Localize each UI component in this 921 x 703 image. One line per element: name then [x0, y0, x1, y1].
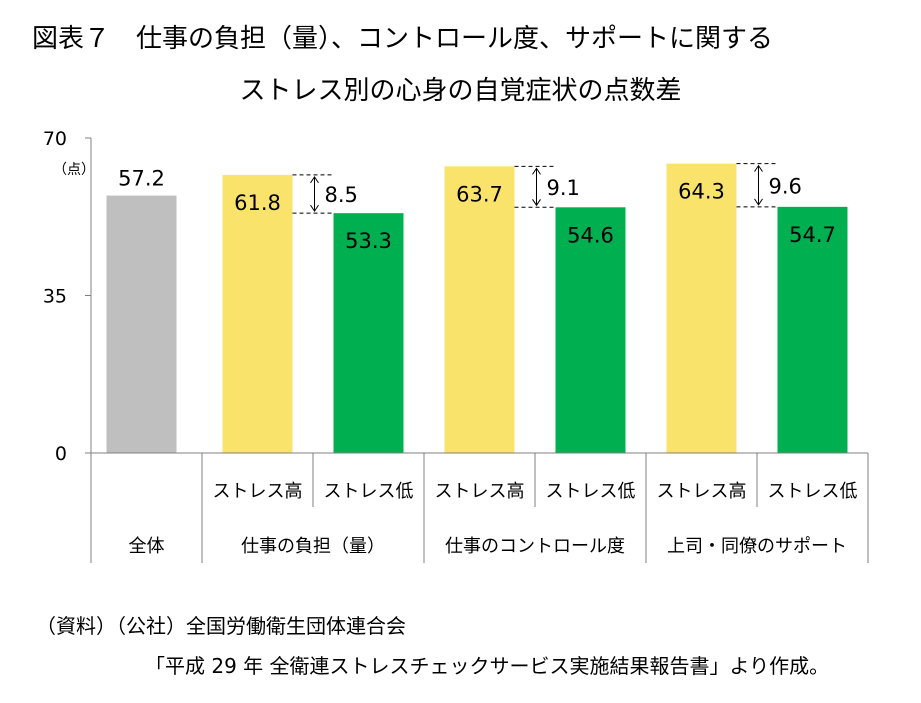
difference-arrowhead-down: [754, 198, 763, 206]
source-line2: 「平成 29 年 全衛連ストレスチェックサービス実施結果報告書」より作成。: [145, 654, 830, 678]
bar-chart: 0 35 70 （点） 57.2 61.8 53.3 63.7 54.6 64.3 54.7 ストレス…: [43, 128, 869, 563]
chart-title-line2: ストレス別の心身の自覚症状の点数差: [239, 76, 682, 106]
x-subcategory-label: ストレス高: [435, 481, 525, 502]
difference-arrowhead-up: [532, 167, 541, 175]
bar: [222, 174, 293, 453]
x-subcategory-label: ストレス低: [546, 481, 636, 502]
x-group-label: 全体: [129, 536, 165, 557]
source-line1: （資料）（公社）全国労働衛生団体連合会: [36, 614, 406, 638]
x-group-label: 仕事の負担（量）: [241, 536, 385, 557]
data-label: 57.2: [118, 167, 165, 191]
x-subcategory-label: ストレス高: [213, 481, 303, 502]
difference-arrowhead-down: [310, 204, 319, 213]
bar: [444, 166, 515, 453]
data-label: 64.3: [678, 180, 725, 204]
difference-label: 8.5: [325, 183, 358, 207]
data-label: 63.7: [456, 182, 503, 206]
x-group-label: 仕事のコントロール度: [445, 536, 625, 557]
x-subcategory-label: ストレス高: [657, 481, 747, 502]
bar: [777, 206, 848, 453]
bar: [333, 213, 404, 453]
x-subcategory-label: ストレス低: [768, 481, 858, 502]
difference-arrowhead-up: [310, 175, 319, 184]
y-axis-unit: （点）: [53, 162, 95, 178]
x-group-label: 上司・同僚のサポート: [667, 536, 847, 557]
data-label: 54.6: [567, 223, 614, 247]
chart-title-line1: 図表７ 仕事の負担（量）、コントロール度、サポートに関する: [32, 24, 774, 54]
y-tick-label: 0: [55, 443, 67, 465]
data-label: 53.3: [345, 229, 392, 253]
bar: [555, 207, 626, 453]
y-tick-label: 70: [43, 128, 67, 150]
data-label: 61.8: [234, 191, 281, 215]
difference-label: 9.1: [547, 176, 580, 200]
data-label: 54.7: [789, 223, 836, 247]
difference-arrowhead-down: [532, 199, 541, 207]
bar: [666, 163, 737, 453]
difference-arrowhead-up: [754, 164, 763, 172]
x-subcategory-label: ストレス低: [324, 481, 414, 502]
bar: [106, 195, 177, 453]
difference-label: 9.6: [769, 174, 802, 198]
y-tick-label: 35: [43, 286, 67, 308]
